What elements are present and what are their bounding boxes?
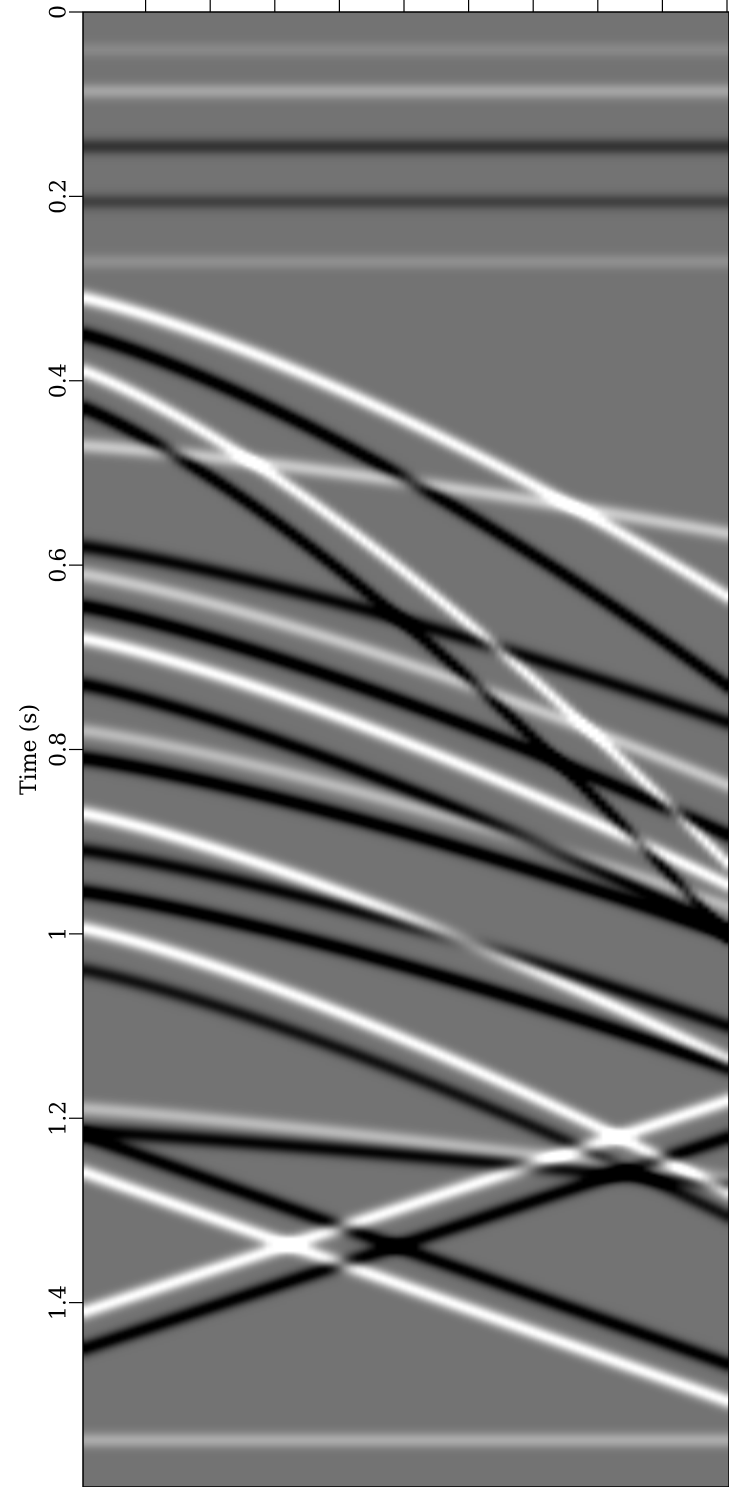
y-tick-label: 1: [47, 927, 72, 941]
y-tick-label: 1.4: [47, 1285, 72, 1320]
y-axis: 0 0.2 0.4 0.6 0.8 1 1.2 1.4: [47, 5, 83, 1320]
seismic-image-raster: [83, 12, 729, 1487]
y-tick-label: 0.2: [47, 179, 72, 214]
y-tick-label: 0.6: [47, 548, 72, 583]
y-axis-label: Time (s): [17, 704, 42, 795]
y-tick-label: 0: [47, 5, 72, 19]
x-ticks: [145, 0, 728, 12]
y-tick-label: 1.2: [47, 1101, 72, 1136]
y-tick-label: 0.4: [47, 363, 72, 398]
seismic-image: [83, 12, 729, 1487]
y-tick-label: 0.8: [47, 732, 72, 767]
